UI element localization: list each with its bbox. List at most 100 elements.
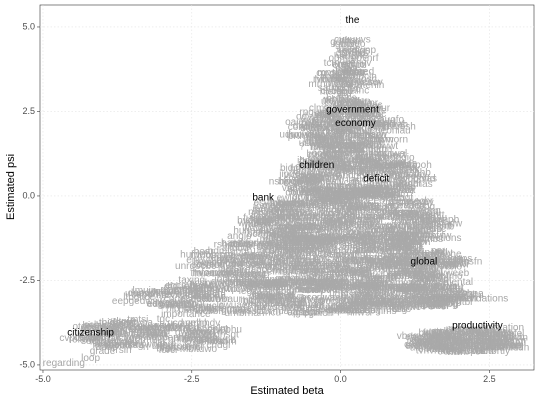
cloud-word: nac [356, 259, 372, 270]
cloud-word: dhifls [423, 218, 446, 229]
cloud-word: osbpi [360, 302, 384, 313]
cloud-word: vpd [345, 190, 361, 201]
cloud-word: bsnum [375, 157, 405, 168]
cloud-word: cotw [381, 169, 402, 180]
cloud-word: iruhwgce [283, 244, 323, 255]
cloud-word: bfmwwp [200, 284, 237, 295]
cloud-word: ppuvvglb [376, 182, 416, 193]
cloud-word: unrgocbc [175, 261, 216, 272]
cloud-word: ohgdebcme [318, 224, 371, 235]
cloud-word: bcgnoa [412, 249, 445, 260]
cloud-word: swmw [362, 245, 391, 256]
cloud-word: nbsr [339, 36, 359, 47]
cloud-word: mwobn [93, 341, 125, 352]
cloud-word: estcitn [380, 190, 409, 201]
cloud-word: pboi [232, 239, 251, 250]
cloud-word: eroludis [281, 273, 316, 284]
cloud-word: rtvcmusv [277, 238, 317, 249]
cloud-word: dntiw [283, 260, 307, 271]
cloud-word: piv [302, 242, 315, 253]
cloud-word: rdwior [276, 199, 304, 210]
cloud-word: cvptdrhsn [59, 333, 102, 344]
cloud-word: odbf [332, 83, 352, 94]
cloud-word: ffepbca [315, 141, 348, 152]
cloud-word: dvvtwcw [151, 322, 190, 333]
cloud-word: nme [298, 176, 318, 187]
cloud-word: pefvt [417, 281, 439, 292]
cloud-word: lgvbewplh [330, 221, 374, 232]
cloud-word: ebvsfcd [405, 332, 439, 343]
cloud-word: eptgnbwcs [340, 282, 388, 293]
cloud-word: lotspl [303, 268, 326, 279]
cloud-word: tgc [157, 314, 170, 325]
cloud-word: oaslsw [287, 307, 318, 318]
cloud-word: avmhhdv [180, 318, 221, 329]
cloud-word: usn [405, 290, 421, 301]
cloud-word: rlbdpgio [379, 153, 415, 164]
cloud-word: hms [378, 306, 397, 317]
cloud-word: msdt [333, 140, 355, 151]
cloud-word: ogargu [326, 199, 357, 210]
cloud-word: suvt [417, 274, 436, 285]
cloud-word: soer [346, 145, 366, 156]
cloud-word: ufe [322, 223, 336, 234]
cloud-word: hrsf [353, 231, 370, 242]
cloud-word: tvhvrfumm [416, 345, 463, 356]
cloud-word: aatrin [503, 333, 528, 344]
cloud-word: gwbfvo [175, 327, 207, 338]
cloud-word: iwguoe [448, 343, 480, 354]
highlighted-word-bank: bank [252, 192, 275, 203]
cloud-word: accbwwd [189, 278, 230, 289]
cloud-word: pvssncl [277, 208, 310, 219]
cloud-word: hvgeooi [250, 278, 285, 289]
cloud-word: vifgchsvb [426, 288, 468, 299]
cloud-word: cmvrnet [364, 189, 400, 200]
cloud-word: hpi [493, 332, 506, 343]
cloud-word: annfmhlpt [94, 339, 138, 350]
cloud-word: faeumbhlm [179, 323, 228, 334]
cloud-word: rph [378, 256, 392, 267]
cloud-word: nwm [307, 232, 328, 243]
cloud-word: lofwea [353, 102, 382, 113]
cloud-word: vper [104, 339, 124, 350]
cloud-word: wcldne [147, 286, 180, 297]
cloud-word: dfrr [400, 250, 416, 261]
cloud-word: scbilcrr [84, 320, 116, 331]
cloud-word: vfdwl [293, 167, 316, 178]
cloud-word: rhnoatm [367, 212, 404, 223]
cloud-word: mdmweu [423, 281, 464, 292]
cloud-word: dsd [323, 215, 339, 226]
cloud-word: twbaipm [371, 168, 408, 179]
cloud-word: rowgb [459, 325, 487, 336]
cloud-word: pguduslhe [371, 226, 418, 237]
cloud-word: efm [353, 237, 370, 248]
cloud-word: pfiter [308, 241, 331, 252]
cloud-word: oidtlvd [412, 255, 441, 266]
cloud-word: ltaiiff [316, 237, 337, 248]
cloud-word: gvdnl [423, 294, 447, 305]
cloud-word: peaapwu [336, 121, 377, 132]
cloud-word: msuabtln [333, 188, 374, 199]
cloud-word: bvd [154, 327, 170, 338]
cloud-word: llfsloe [430, 342, 456, 353]
cloud-word: rlawv [369, 118, 392, 129]
cloud-word: ffiu [352, 177, 365, 188]
cloud-word: cltguw [245, 215, 274, 226]
cloud-word: psmdvimvu [383, 269, 434, 280]
cloud-word: nug [309, 248, 326, 259]
cloud-word: nshpgnhh [269, 177, 313, 188]
cloud-word: safme [318, 83, 346, 94]
cloud-word: wcfhfuo [325, 247, 361, 258]
cloud-word: ptutnihfp [260, 234, 299, 245]
cloud-word: dmhrccb [292, 192, 331, 203]
cloud-word: mib [268, 279, 285, 290]
cloud-word: iau [218, 263, 231, 274]
x-tick-label: 0.0 [334, 374, 347, 384]
cloud-word: evmg [256, 280, 280, 291]
cloud-word: vsromcdev [208, 304, 256, 315]
cloud-word: wsfbaf [388, 209, 418, 220]
cloud-word: cipvnvs [377, 295, 410, 306]
cloud-word: seovuaa [188, 290, 226, 301]
cloud-word: sshvf [323, 249, 347, 260]
cloud-word: fbpsievom [312, 211, 358, 222]
